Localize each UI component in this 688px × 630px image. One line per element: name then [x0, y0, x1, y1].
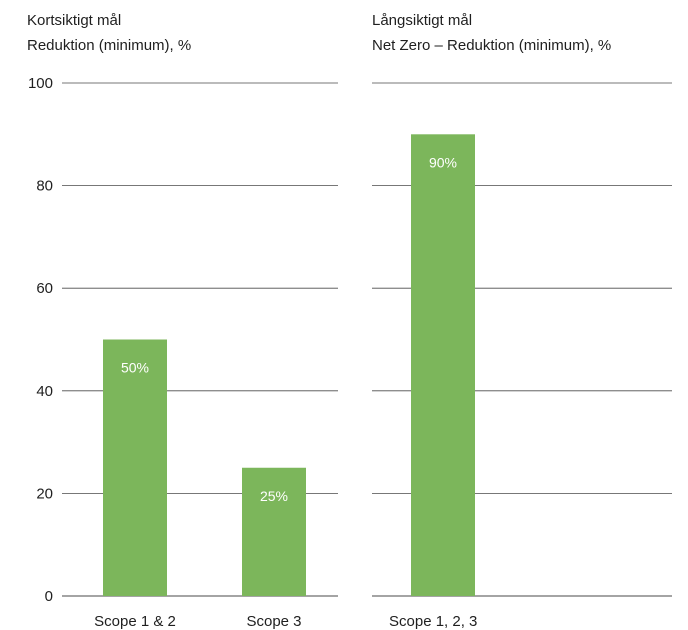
- left-chart-subtitle: Reduktion (minimum), %: [27, 37, 191, 54]
- left-category-label: Scope 3: [246, 613, 301, 630]
- left-bar: [242, 467, 306, 596]
- left-bars: 50% 25%: [103, 339, 306, 596]
- left-chart-title: Kortsiktigt mål: [27, 12, 121, 29]
- right-bar-data-label: 90%: [429, 154, 457, 170]
- y-tick-label: 40: [36, 383, 53, 400]
- y-tick-label: 80: [36, 178, 53, 195]
- right-chart-subtitle: Net Zero – Reduktion (minimum), %: [372, 37, 611, 54]
- right-chart-title: Långsiktigt mål: [372, 12, 472, 29]
- y-tick-label: 60: [36, 280, 53, 297]
- y-tick-label: 0: [45, 588, 53, 605]
- left-category-labels: Scope 1 & 2 Scope 3: [94, 613, 301, 630]
- right-category-labels: Scope 1, 2, 3: [389, 613, 477, 630]
- left-bar-data-label: 50%: [121, 360, 149, 376]
- y-tick-label: 100: [28, 75, 53, 92]
- y-tick-label: 20: [36, 485, 53, 502]
- y-axis-ticks: 0 20 40 60 80 100: [28, 75, 53, 605]
- right-bar: [411, 134, 475, 597]
- left-category-label: Scope 1 & 2: [94, 613, 176, 630]
- right-bars: 90%: [411, 134, 475, 597]
- left-bar-data-label: 25%: [260, 488, 288, 504]
- right-category-label: Scope 1, 2, 3: [389, 613, 477, 630]
- left-bar: [103, 339, 167, 596]
